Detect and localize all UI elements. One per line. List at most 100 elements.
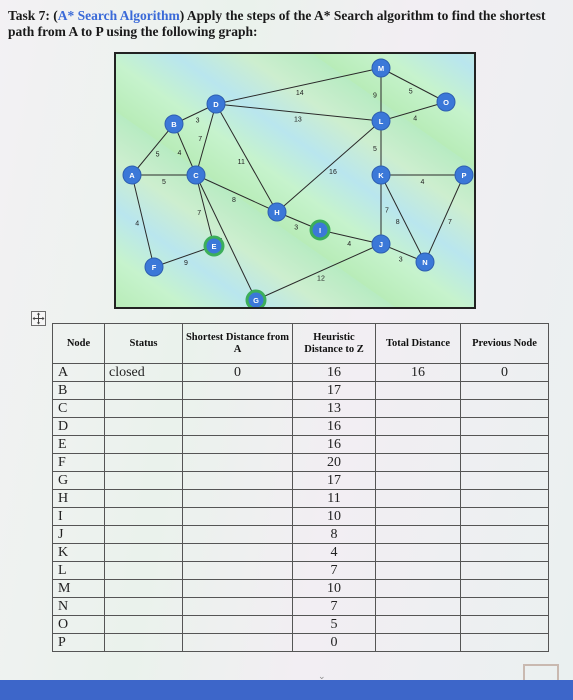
cell-previous[interactable] — [460, 543, 549, 562]
cell-total[interactable] — [375, 525, 461, 544]
cell-status[interactable] — [104, 399, 183, 418]
cell-status[interactable] — [104, 561, 183, 580]
cell-status[interactable] — [104, 417, 183, 436]
cell-previous[interactable] — [460, 399, 549, 418]
cell-status[interactable]: closed — [104, 363, 183, 382]
cell-shortest[interactable] — [182, 381, 293, 400]
cell-heuristic[interactable]: 0 — [292, 633, 376, 652]
cell-node[interactable]: P — [52, 633, 105, 652]
cell-previous[interactable] — [460, 579, 549, 598]
cell-total[interactable] — [375, 561, 461, 580]
cell-node[interactable]: I — [52, 507, 105, 526]
cell-previous[interactable] — [460, 471, 549, 490]
cell-total[interactable] — [375, 597, 461, 616]
cell-status[interactable] — [104, 453, 183, 472]
cell-total[interactable] — [375, 579, 461, 598]
cell-total[interactable] — [375, 615, 461, 634]
cell-node[interactable]: H — [52, 489, 105, 508]
cell-total[interactable] — [375, 633, 461, 652]
cell-heuristic[interactable]: 8 — [292, 525, 376, 544]
cell-status[interactable] — [104, 615, 183, 634]
cell-shortest[interactable] — [182, 525, 293, 544]
cell-previous[interactable] — [460, 561, 549, 580]
cell-total[interactable] — [375, 489, 461, 508]
cell-total[interactable] — [375, 453, 461, 472]
cell-heuristic[interactable]: 17 — [292, 381, 376, 400]
cell-total[interactable] — [375, 399, 461, 418]
cell-previous[interactable] — [460, 525, 549, 544]
cell-heuristic[interactable]: 10 — [292, 579, 376, 598]
cell-status[interactable] — [104, 579, 183, 598]
cell-heuristic[interactable]: 7 — [292, 561, 376, 580]
cell-shortest[interactable] — [182, 489, 293, 508]
cell-node[interactable]: L — [52, 561, 105, 580]
cell-status[interactable] — [104, 525, 183, 544]
cell-previous[interactable] — [460, 453, 549, 472]
cell-total[interactable] — [375, 417, 461, 436]
cell-status[interactable] — [104, 597, 183, 616]
cell-node[interactable]: N — [52, 597, 105, 616]
cell-previous[interactable] — [460, 489, 549, 508]
cell-node[interactable]: F — [52, 453, 105, 472]
cell-heuristic[interactable]: 4 — [292, 543, 376, 562]
cell-status[interactable] — [104, 381, 183, 400]
cell-previous[interactable] — [460, 633, 549, 652]
cell-heuristic[interactable]: 16 — [292, 363, 376, 382]
cell-shortest[interactable] — [182, 633, 293, 652]
cell-previous[interactable]: 0 — [460, 363, 549, 382]
cell-shortest[interactable] — [182, 579, 293, 598]
cell-previous[interactable] — [460, 381, 549, 400]
cell-heuristic[interactable]: 10 — [292, 507, 376, 526]
cell-previous[interactable] — [460, 507, 549, 526]
cell-shortest[interactable] — [182, 597, 293, 616]
cell-shortest[interactable] — [182, 453, 293, 472]
cell-heuristic[interactable]: 16 — [292, 435, 376, 454]
cell-node[interactable]: J — [52, 525, 105, 544]
cell-shortest[interactable] — [182, 543, 293, 562]
cell-node[interactable]: C — [52, 399, 105, 418]
cell-shortest[interactable] — [182, 399, 293, 418]
cell-heuristic[interactable]: 13 — [292, 399, 376, 418]
cell-status[interactable] — [104, 435, 183, 454]
cell-shortest[interactable] — [182, 507, 293, 526]
cell-previous[interactable] — [460, 417, 549, 436]
cell-heuristic[interactable]: 11 — [292, 489, 376, 508]
cell-previous[interactable] — [460, 435, 549, 454]
cell-node[interactable]: G — [52, 471, 105, 490]
cell-heuristic[interactable]: 5 — [292, 615, 376, 634]
cell-node[interactable]: M — [52, 579, 105, 598]
cell-shortest[interactable] — [182, 561, 293, 580]
cell-shortest[interactable] — [182, 615, 293, 634]
cell-status[interactable] — [104, 543, 183, 562]
cell-total[interactable] — [375, 435, 461, 454]
cell-node[interactable]: B — [52, 381, 105, 400]
cell-shortest[interactable] — [182, 471, 293, 490]
cell-node[interactable]: E — [52, 435, 105, 454]
cell-total[interactable] — [375, 471, 461, 490]
cell-heuristic[interactable]: 20 — [292, 453, 376, 472]
cell-heuristic[interactable]: 17 — [292, 471, 376, 490]
cell-total[interactable] — [375, 381, 461, 400]
cell-total[interactable] — [375, 507, 461, 526]
edge-m-o — [380, 67, 447, 103]
cell-shortest[interactable]: 0 — [182, 363, 293, 382]
cell-status[interactable] — [104, 507, 183, 526]
cell-previous[interactable] — [460, 615, 549, 634]
cell-node[interactable]: D — [52, 417, 105, 436]
cell-node[interactable]: K — [52, 543, 105, 562]
cell-shortest[interactable] — [182, 435, 293, 454]
cell-previous[interactable] — [460, 597, 549, 616]
cell-shortest[interactable] — [182, 417, 293, 436]
cell-status[interactable] — [104, 633, 183, 652]
task-statement: Task 7: (A* Search Algorithm) Apply the … — [8, 8, 568, 40]
cell-total[interactable] — [375, 543, 461, 562]
cell-status[interactable] — [104, 471, 183, 490]
cell-status[interactable] — [104, 489, 183, 508]
cell-total[interactable]: 16 — [375, 363, 461, 382]
cell-heuristic[interactable]: 16 — [292, 417, 376, 436]
table-move-handle[interactable] — [31, 311, 46, 326]
cell-node[interactable]: O — [52, 615, 105, 634]
edge-g-j — [255, 243, 382, 301]
cell-node[interactable]: A — [52, 363, 105, 382]
cell-heuristic[interactable]: 7 — [292, 597, 376, 616]
